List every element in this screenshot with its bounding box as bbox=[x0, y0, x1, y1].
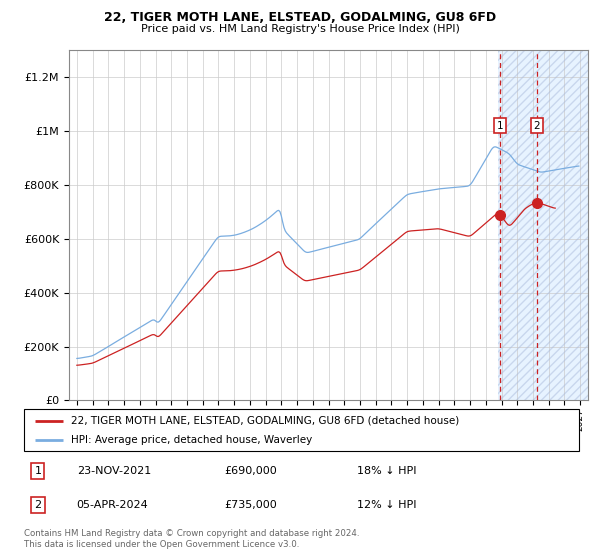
Text: 05-APR-2024: 05-APR-2024 bbox=[77, 500, 148, 510]
Text: Price paid vs. HM Land Registry's House Price Index (HPI): Price paid vs. HM Land Registry's House … bbox=[140, 24, 460, 34]
Text: 18% ↓ HPI: 18% ↓ HPI bbox=[357, 466, 416, 476]
Text: 12% ↓ HPI: 12% ↓ HPI bbox=[357, 500, 416, 510]
Text: Contains HM Land Registry data © Crown copyright and database right 2024.
This d: Contains HM Land Registry data © Crown c… bbox=[24, 529, 359, 549]
Bar bbox=[497, 50, 588, 400]
Text: 22, TIGER MOTH LANE, ELSTEAD, GODALMING, GU8 6FD: 22, TIGER MOTH LANE, ELSTEAD, GODALMING,… bbox=[104, 11, 496, 24]
Text: £735,000: £735,000 bbox=[224, 500, 277, 510]
Text: £690,000: £690,000 bbox=[224, 466, 277, 476]
Text: 23-NOV-2021: 23-NOV-2021 bbox=[77, 466, 151, 476]
Bar bbox=[497, 50, 588, 400]
Text: HPI: Average price, detached house, Waverley: HPI: Average price, detached house, Wave… bbox=[71, 435, 313, 445]
Text: 22, TIGER MOTH LANE, ELSTEAD, GODALMING, GU8 6FD (detached house): 22, TIGER MOTH LANE, ELSTEAD, GODALMING,… bbox=[71, 416, 460, 426]
Text: 1: 1 bbox=[34, 466, 41, 476]
Text: 2: 2 bbox=[533, 121, 540, 131]
Text: 1: 1 bbox=[497, 121, 503, 131]
Text: 2: 2 bbox=[34, 500, 41, 510]
